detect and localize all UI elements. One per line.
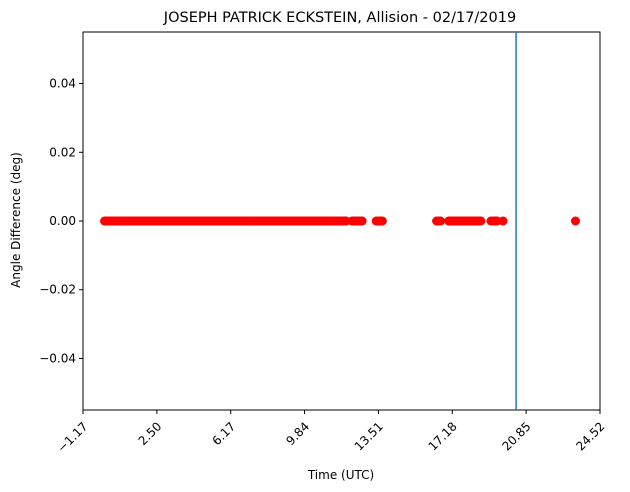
x-tick-label: 6.17	[209, 419, 238, 448]
x-axis-label: Time (UTC)	[307, 468, 374, 482]
x-axis: −1.17 2.50 6.17 9.84 13.51 17.18 20.85 24.52	[55, 410, 608, 455]
x-tick-label: 2.50	[136, 419, 165, 448]
x-tick-label: 17.18	[426, 419, 460, 453]
data-point	[570, 216, 580, 226]
y-axis: −0.04 −0.02 0.00 0.02 0.04	[39, 77, 83, 365]
x-tick-label: 20.85	[499, 419, 533, 453]
y-tick-label: 0.02	[49, 145, 76, 159]
y-tick-label: −0.02	[39, 283, 76, 297]
data-point	[377, 216, 387, 226]
data-point	[476, 216, 486, 226]
x-tick-label: 9.84	[283, 419, 312, 448]
data-point	[436, 216, 446, 226]
x-tick-label: 24.52	[573, 419, 607, 453]
y-tick-label: −0.04	[39, 351, 76, 365]
y-axis-label: Angle Difference (deg)	[9, 152, 23, 288]
x-tick-label: −1.17	[55, 419, 91, 455]
data-marks	[100, 32, 580, 410]
data-point	[357, 216, 367, 226]
y-tick-label: 0.04	[49, 77, 76, 91]
x-tick-label: 13.51	[352, 419, 386, 453]
data-point	[498, 216, 508, 226]
y-tick-label: 0.00	[49, 214, 76, 228]
chart-title: JOSEPH PATRICK ECKSTEIN, Allision - 02/1…	[163, 10, 516, 26]
